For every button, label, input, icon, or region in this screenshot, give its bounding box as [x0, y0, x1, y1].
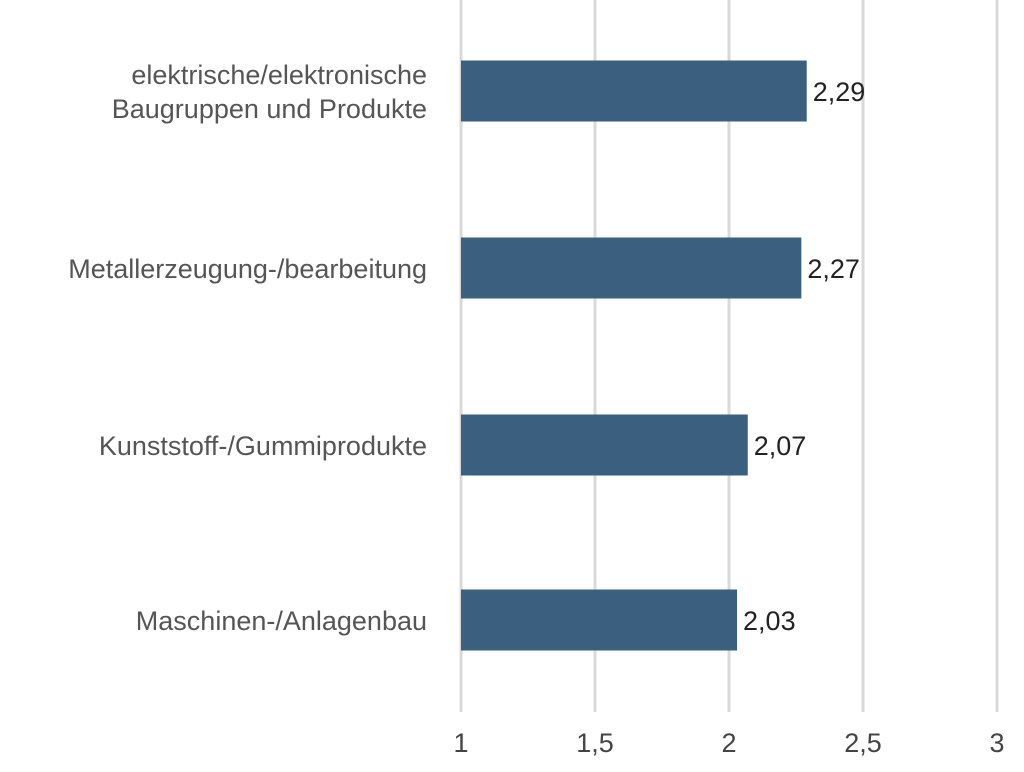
value-label: 2,07 [754, 431, 807, 461]
category-labels: elektrische/elektronische Baugruppen und … [68, 60, 427, 636]
x-tick-label: 2 [721, 728, 736, 758]
bars [461, 60, 807, 651]
category-label: elektrische/elektronische [131, 60, 427, 90]
x-axis-ticks: 1 1,5 2 2,5 3 [453, 728, 1004, 758]
value-label: 2,27 [807, 254, 860, 284]
value-labels: 2,29 2,27 2,07 2,03 [743, 77, 865, 636]
x-tick-label: 3 [989, 728, 1004, 758]
category-label: Kunststoff-/Gummiprodukte [99, 431, 427, 461]
bar [461, 589, 738, 651]
x-tick-label: 1 [453, 728, 468, 758]
bar [461, 414, 748, 476]
value-label: 2,29 [813, 77, 866, 107]
value-label: 2,03 [743, 606, 796, 636]
bar [461, 237, 802, 299]
category-label: Baugruppen und Produkte [112, 94, 427, 124]
category-label: Metallerzeugung-/bearbeitung [68, 254, 427, 284]
x-tick-label: 1,5 [576, 728, 614, 758]
x-tick-label: 2,5 [844, 728, 882, 758]
category-label: Maschinen-/Anlagenbau [136, 606, 427, 636]
bar [461, 60, 807, 122]
